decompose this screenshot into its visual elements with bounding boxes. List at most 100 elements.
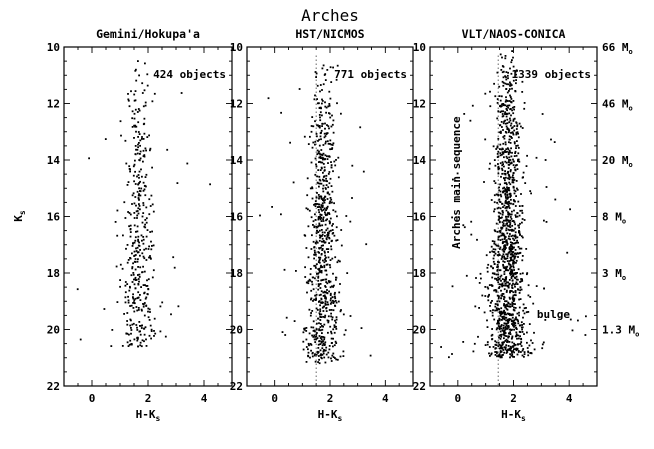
data-point [317,102,319,105]
data-point [507,211,509,214]
data-point [499,111,502,113]
data-point [508,104,511,107]
data-point [149,149,151,152]
data-point [509,246,511,248]
data-point [316,149,319,152]
data-point [529,190,532,192]
data-point [507,348,510,351]
data-point [142,236,145,238]
data-point [510,98,513,100]
data-point [457,216,460,218]
data-point [305,207,308,210]
data-point [326,301,329,304]
data-point [318,358,320,361]
data-point [140,324,143,327]
data-point [324,73,327,75]
data-point [318,203,321,206]
data-point [326,205,329,208]
data-point [135,125,138,128]
data-point [518,205,521,207]
data-point [144,326,147,329]
data-point [320,244,323,247]
data-point [333,293,336,296]
y-tick-label: 18 [47,267,60,280]
data-point [298,88,301,90]
data-point [512,345,514,348]
data-point [487,299,490,302]
figure-title: Arches [301,6,359,25]
data-point [501,238,504,241]
data-point [334,304,336,307]
data-point [494,182,497,184]
data-point [475,277,477,279]
data-point [137,307,140,309]
data-point [517,160,519,162]
data-point [334,357,336,359]
data-point [507,131,510,134]
data-point [506,244,509,246]
data-point [126,283,129,285]
data-point [142,138,145,140]
data-point [505,199,507,202]
data-point [496,153,499,155]
data-point [336,239,339,241]
x-tick-label: 2 [145,392,152,405]
data-point [511,220,514,222]
data-point [329,200,331,203]
data-point [516,124,519,127]
data-point [319,155,322,158]
data-point [161,301,164,304]
data-point [147,307,150,310]
data-point [493,82,495,85]
data-point [289,141,291,144]
data-point [478,307,480,309]
data-point [321,325,323,327]
data-point [503,329,506,332]
data-point [508,178,511,181]
data-point [499,104,502,107]
data-point [503,137,506,140]
data-point [328,230,331,233]
data-point [126,261,129,264]
data-point [313,203,315,206]
data-point [137,283,140,286]
mass-label: 46 Mo [602,98,633,113]
data-point [507,187,509,190]
data-point [512,133,515,136]
data-point [525,165,528,167]
data-point [267,97,270,100]
data-point [322,184,325,187]
data-point [309,356,311,359]
data-point [328,290,330,293]
data-point [325,207,328,209]
data-point [500,95,503,98]
data-point [139,254,141,257]
data-point [504,57,507,60]
data-point [499,143,502,146]
data-point [133,310,136,313]
data-point [319,256,322,259]
data-point [134,145,137,147]
data-point [503,246,506,249]
data-point [315,328,318,330]
data-point [506,83,508,86]
data-point [509,108,512,110]
data-point [515,164,517,167]
data-point [137,143,139,146]
data-point [516,140,518,142]
data-point [505,131,508,134]
data-point [323,336,326,339]
data-point [504,224,506,227]
data-point [330,245,332,248]
data-point [318,222,321,225]
data-point [496,201,498,204]
data-point [471,104,474,107]
data-point [518,292,521,294]
data-point [500,327,503,330]
data-point [308,209,311,212]
data-point [513,276,516,279]
data-point [317,276,320,279]
data-point [494,248,497,251]
y-tick-label: 20 [230,324,243,337]
data-point [491,338,494,340]
